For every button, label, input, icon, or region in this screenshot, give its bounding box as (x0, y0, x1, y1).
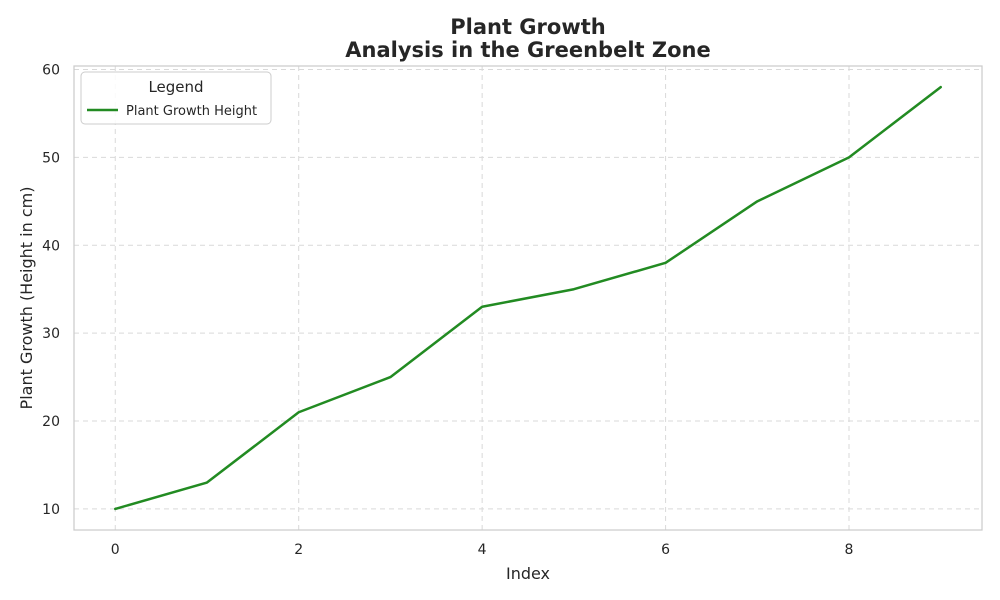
plot-area-frame (73, 65, 983, 531)
series-lines (114, 85, 942, 511)
legend-entry-plant-growth-height: Plant Growth Height (126, 104, 257, 119)
legend: Legend Plant Growth Height (80, 71, 272, 125)
series-line-plant-growth-height (114, 85, 942, 511)
x-tick-label: 6 (661, 542, 670, 558)
y-tick-label: 40 (42, 238, 60, 254)
y-tick-label: 50 (42, 150, 60, 166)
chart-title-line-2: Analysis in the Greenbelt Zone (345, 38, 710, 62)
y-tick-label: 30 (42, 326, 60, 342)
tick-labels: 0 2 4 6 8 10 20 30 40 50 60 (42, 63, 853, 558)
y-tick-label: 10 (42, 502, 60, 518)
legend-box (80, 71, 272, 125)
grid (74, 66, 982, 530)
x-tick-label: 8 (845, 542, 854, 558)
y-tick-label: 60 (42, 63, 60, 79)
chart-title-line-1: Plant Growth (450, 15, 605, 39)
y-tick-label: 20 (42, 414, 60, 430)
x-axis-label: Index (506, 564, 550, 583)
y-axis-label: Plant Growth (Height in cm) (17, 187, 36, 410)
x-tick-label: 0 (111, 542, 120, 558)
x-tick-label: 2 (294, 542, 303, 558)
legend-title: Legend (148, 78, 203, 96)
x-tick-label: 4 (478, 542, 487, 558)
